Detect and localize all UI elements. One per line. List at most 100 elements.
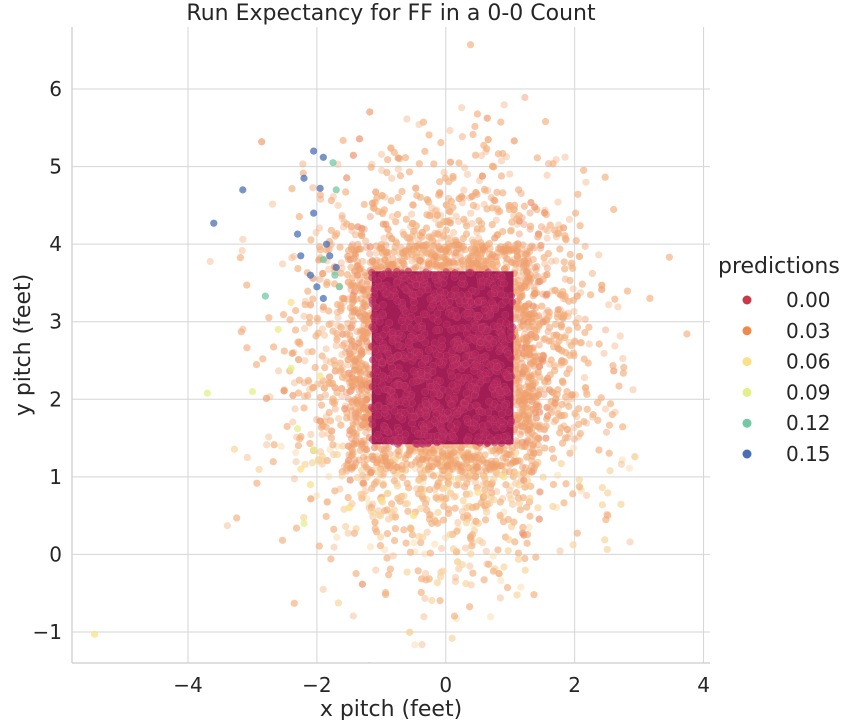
data-point (450, 449, 458, 457)
data-point (236, 254, 244, 262)
data-point (558, 377, 566, 385)
data-point (544, 307, 552, 315)
data-point (391, 524, 400, 533)
data-point (313, 314, 321, 322)
data-point (337, 365, 345, 374)
data-point (437, 484, 446, 492)
data-point (487, 193, 495, 202)
data-point (576, 222, 584, 230)
data-point (605, 449, 613, 457)
data-point (515, 212, 523, 220)
data-point (533, 205, 541, 214)
data-point (341, 348, 349, 357)
data-point (518, 258, 526, 266)
data-point (512, 488, 521, 497)
data-point (423, 196, 431, 204)
data-point (606, 467, 614, 475)
data-point (598, 281, 606, 289)
data-point (530, 357, 538, 365)
data-point (339, 341, 347, 350)
data-point (342, 523, 350, 531)
data-point (468, 424, 477, 433)
data-point (367, 415, 376, 424)
data-point (392, 218, 400, 226)
data-point (532, 553, 540, 561)
data-point (358, 341, 366, 349)
data-point (491, 253, 499, 261)
data-point (378, 358, 387, 367)
data-point (459, 234, 467, 242)
data-point (573, 529, 581, 537)
data-point (317, 195, 325, 203)
data-point (328, 379, 337, 387)
data-point (507, 495, 515, 503)
data-point (521, 554, 529, 563)
data-point (576, 429, 585, 438)
data-point (619, 423, 627, 431)
data-point (347, 222, 356, 230)
data-point (359, 257, 367, 266)
data-point (441, 174, 449, 182)
data-point (602, 516, 610, 524)
data-point (520, 202, 528, 210)
data-point (571, 338, 579, 346)
data-point (292, 524, 301, 532)
data-point (559, 291, 567, 299)
data-point (444, 217, 452, 225)
data-point (500, 101, 508, 109)
data-point (552, 156, 560, 164)
data-point (504, 515, 512, 524)
data-point (390, 536, 399, 545)
data-point (540, 390, 548, 399)
data-point (538, 355, 546, 363)
data-point (269, 458, 277, 466)
data-point (358, 580, 366, 588)
data-point (316, 191, 324, 199)
data-point (555, 221, 563, 229)
data-point (544, 378, 552, 386)
data-point (471, 151, 480, 159)
y-tick-label: −1 (33, 620, 62, 644)
data-point (343, 271, 352, 279)
data-point (301, 297, 310, 305)
data-point (278, 260, 287, 268)
data-point (521, 302, 530, 310)
data-point (481, 187, 489, 195)
data-point (499, 149, 507, 158)
data-point (497, 273, 506, 281)
data-point (379, 449, 388, 458)
data-point (316, 417, 324, 425)
data-point (426, 421, 434, 430)
data-point (480, 493, 488, 501)
legend-marker (742, 387, 752, 397)
data-point (381, 423, 390, 431)
data-point (382, 289, 391, 297)
data-point (411, 548, 419, 556)
data-point (541, 385, 549, 393)
data-point (557, 361, 565, 369)
data-point (472, 188, 480, 197)
data-point (401, 154, 410, 162)
data-point (470, 238, 478, 247)
data-point (541, 225, 549, 233)
data-point (324, 498, 332, 506)
grid (72, 27, 710, 663)
data-point (595, 251, 603, 259)
data-point (581, 315, 589, 323)
data-point (400, 231, 408, 239)
data-point (330, 450, 338, 459)
data-point (300, 174, 308, 182)
data-point (304, 348, 312, 356)
data-point (571, 409, 579, 418)
data-point (309, 383, 318, 392)
data-point (483, 439, 492, 447)
data-point (306, 301, 315, 309)
data-point (619, 369, 627, 377)
data-point (391, 511, 399, 519)
data-point (606, 400, 615, 408)
data-point (414, 236, 422, 244)
data-point (325, 373, 334, 381)
data-point (408, 233, 417, 241)
data-point (450, 228, 458, 237)
data-point (459, 473, 467, 481)
